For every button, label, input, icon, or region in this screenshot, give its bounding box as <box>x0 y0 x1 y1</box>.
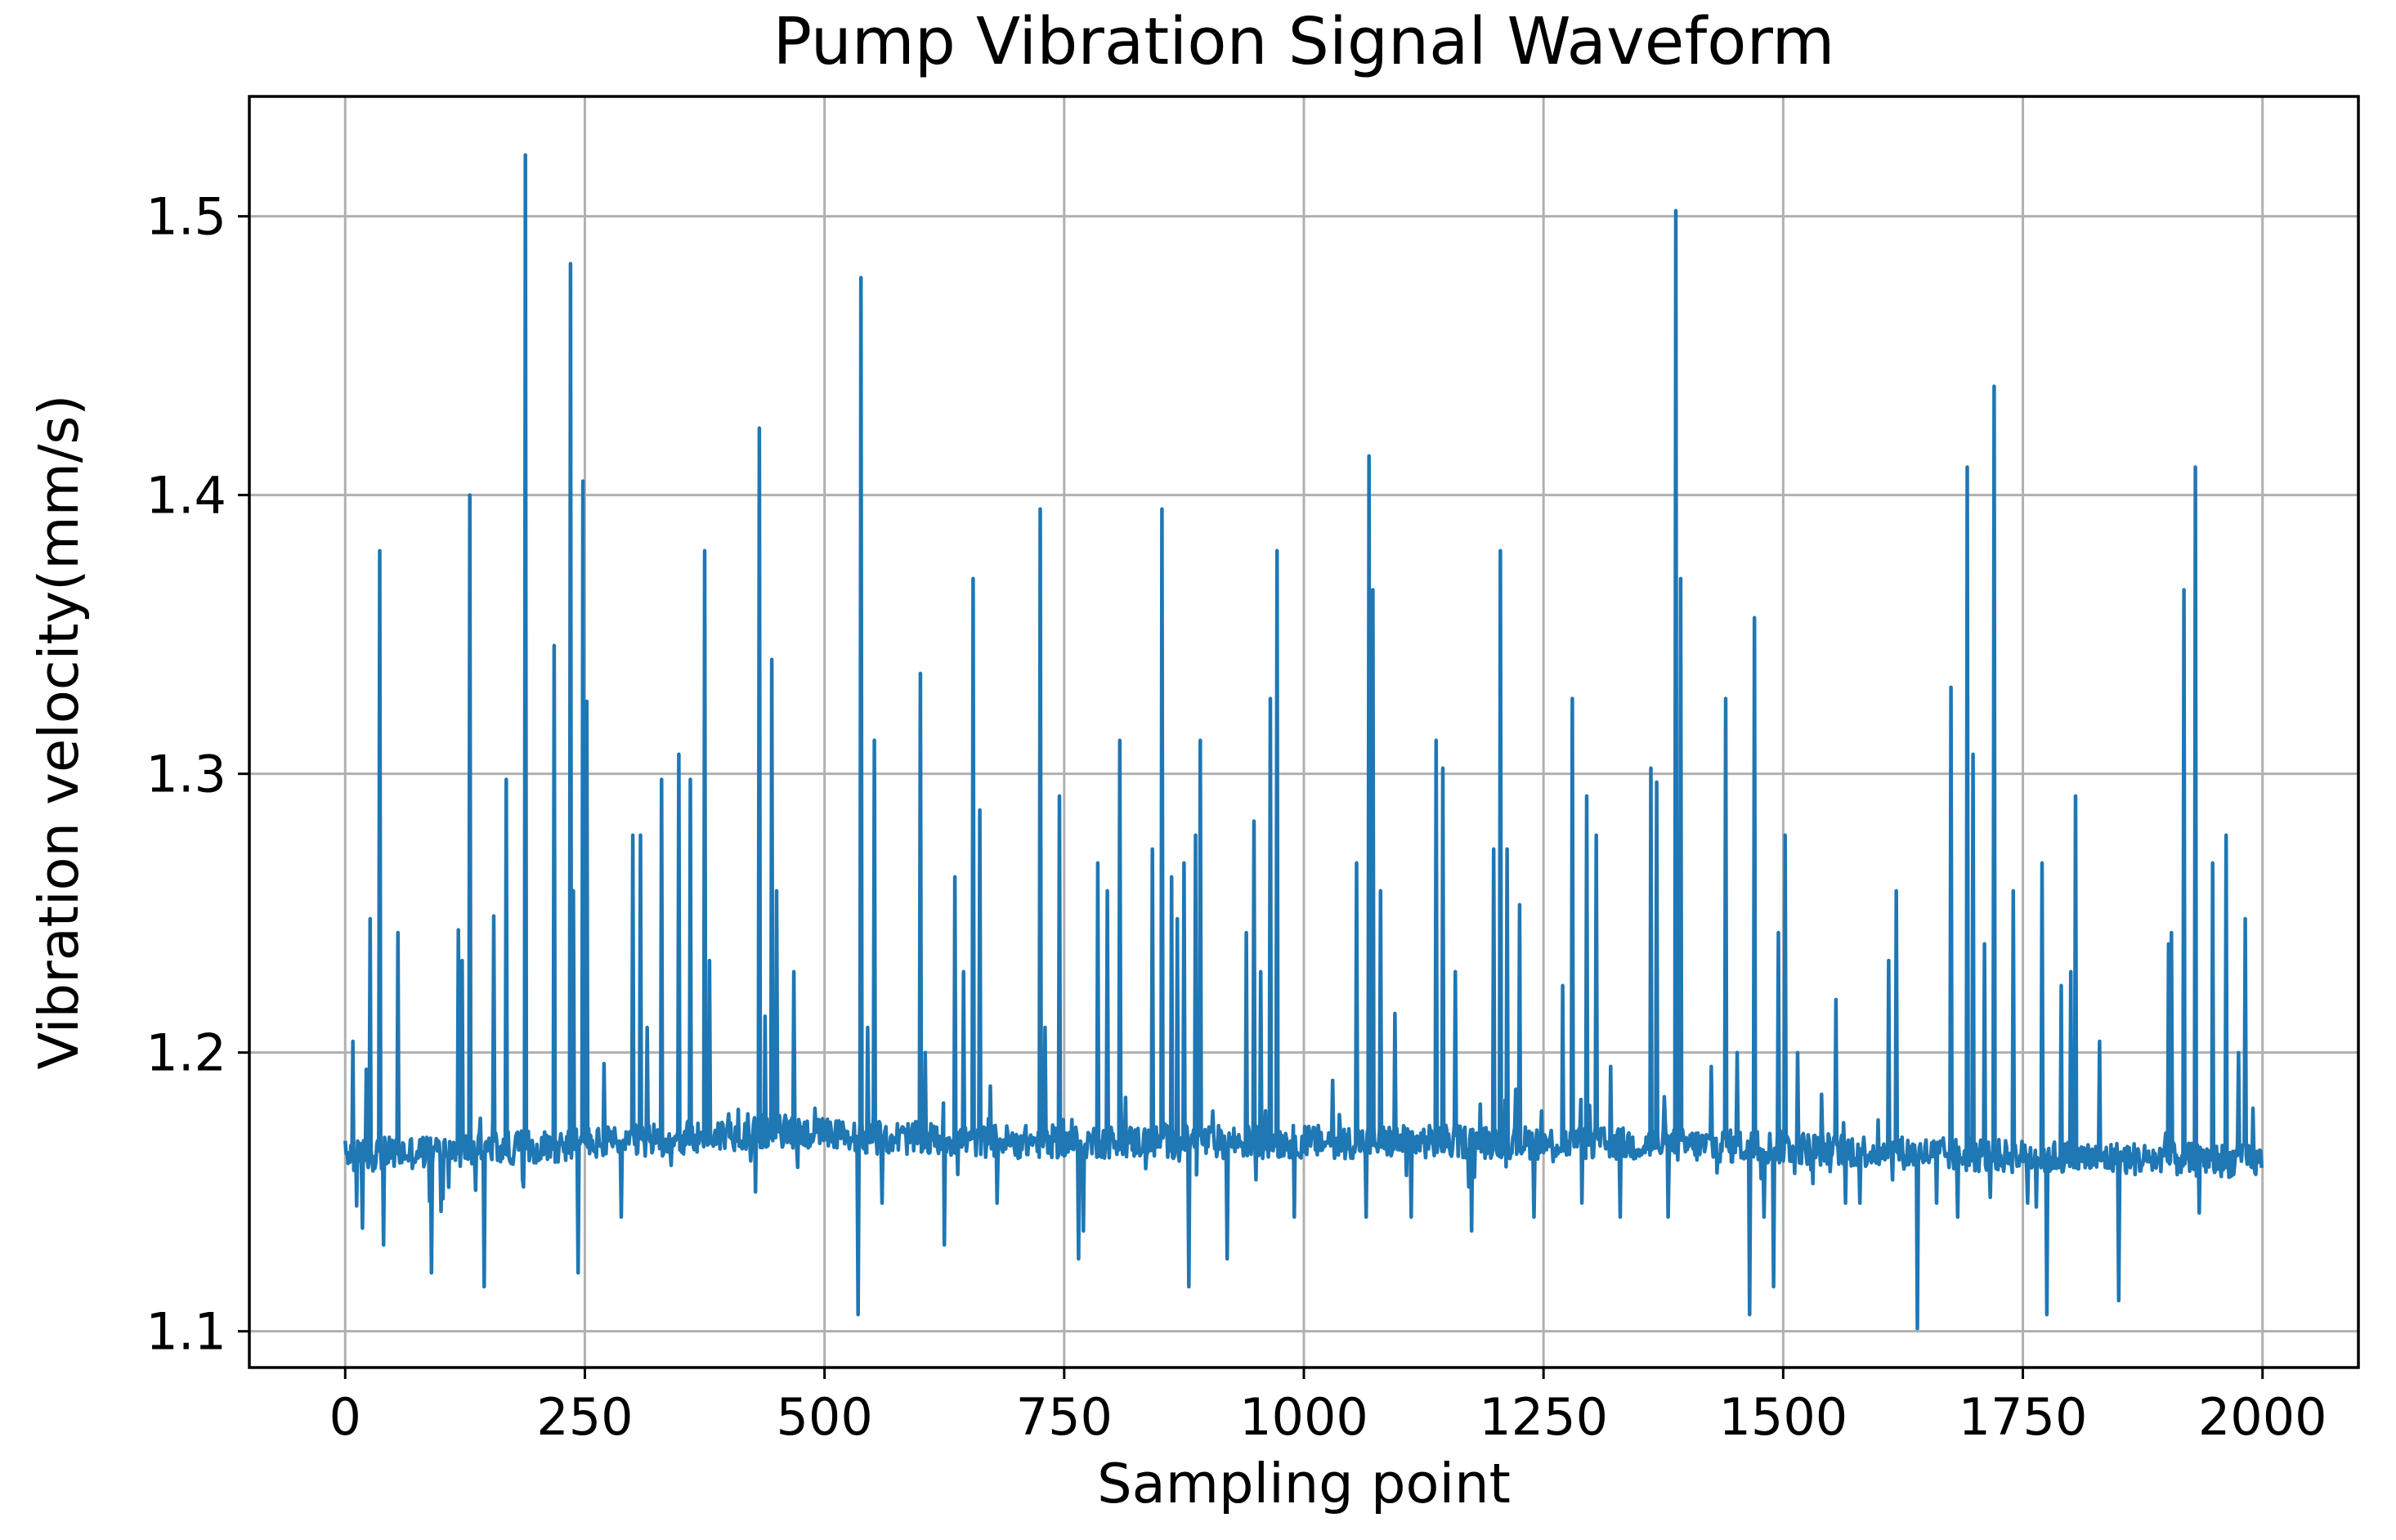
x-tick-label: 0 <box>329 1387 361 1447</box>
series-layer <box>343 153 2264 1331</box>
y-tick-label: 1.4 <box>146 466 226 526</box>
x-axis: 0 250 500 750 1000 1250 1500 1750 2000 <box>329 1368 2327 1447</box>
vibration-series-line <box>343 153 2264 1331</box>
y-tick-label: 1.1 <box>146 1302 226 1362</box>
y-tick-label: 1.2 <box>146 1023 226 1083</box>
y-tick-label: 1.5 <box>146 187 226 247</box>
x-tick-label: 500 <box>776 1387 872 1447</box>
x-tick-label: 2000 <box>2198 1387 2327 1447</box>
y-tick-label: 1.3 <box>146 745 226 804</box>
y-axis: 1.1 1.2 1.3 1.4 1.5 <box>146 187 249 1362</box>
y-axis-label: Vibration velocity(mm/s) <box>27 395 91 1070</box>
chart-title: Pump Vibration Signal Waveform <box>773 4 1834 79</box>
x-tick-label: 1250 <box>1479 1387 1608 1447</box>
x-tick-label: 250 <box>536 1387 633 1447</box>
x-tick-label: 1000 <box>1239 1387 1368 1447</box>
grid <box>249 96 2358 1368</box>
x-tick-label: 750 <box>1016 1387 1113 1447</box>
x-tick-label: 1500 <box>1718 1387 1847 1447</box>
x-tick-label: 1750 <box>1959 1387 2088 1447</box>
x-axis-label: Sampling point <box>1097 1452 1511 1515</box>
